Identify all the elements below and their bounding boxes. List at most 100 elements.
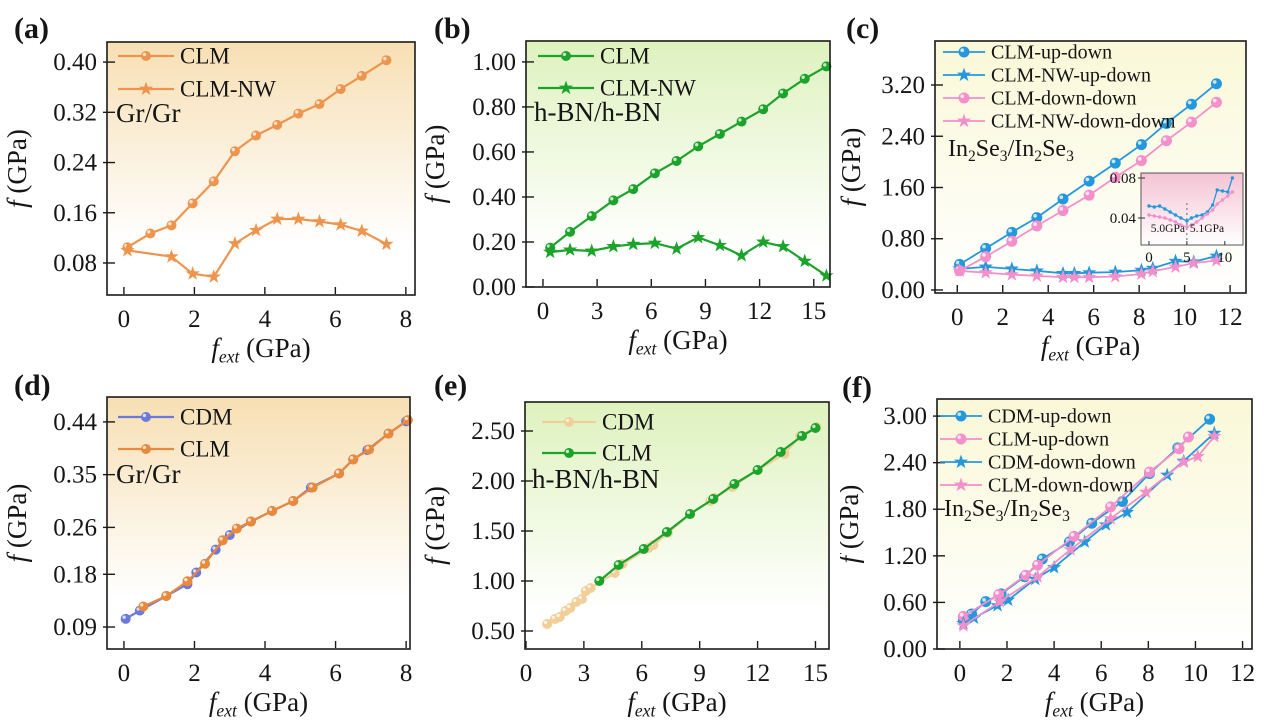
svg-text:9: 9 (699, 298, 712, 325)
x-axis-title: fext (GPa) (1041, 331, 1140, 364)
svg-text:0.80: 0.80 (472, 94, 516, 121)
svg-text:1.20: 1.20 (883, 543, 927, 570)
svg-text:0: 0 (537, 298, 550, 325)
legend-label: CLM-up-down (991, 42, 1112, 64)
svg-text:1.50: 1.50 (471, 518, 515, 545)
legend-label: CDM-down-down (988, 452, 1136, 474)
svg-text:0.24: 0.24 (53, 150, 97, 177)
svg-text:0.09: 0.09 (53, 614, 97, 641)
svg-text:6: 6 (329, 660, 342, 687)
svg-text:1.00: 1.00 (471, 568, 515, 595)
svg-text:6: 6 (1087, 304, 1100, 331)
y-axis-title: f (GPa) (420, 486, 450, 565)
legend-label: CLM-up-down (988, 429, 1109, 451)
svg-text:1.80: 1.80 (883, 496, 927, 523)
legend-label: CLM-NW (600, 76, 696, 101)
inset-annotation: 5.0GPa (1151, 223, 1185, 235)
svg-text:4: 4 (259, 660, 272, 687)
y-axis-title: f (GPa) (420, 125, 450, 204)
svg-text:0.08: 0.08 (53, 250, 97, 277)
material-label: Gr/Gr (116, 98, 180, 128)
x-axis-title: fext (GPa) (209, 687, 308, 720)
svg-text:5: 5 (1183, 250, 1191, 266)
legend-label: CLM-NW (180, 77, 276, 102)
svg-text:8: 8 (400, 306, 413, 333)
chart-panel-b: 0 3 6 9 12 15 0.00 0.20 0.40 0.60 0.80 1.00 fext (GP… (420, 12, 834, 358)
svg-text:2.40: 2.40 (883, 450, 927, 477)
svg-text:2: 2 (188, 306, 201, 333)
svg-text:0.44: 0.44 (53, 409, 97, 436)
x-axis-title: fext (GPa) (211, 333, 310, 364)
svg-text:12: 12 (745, 660, 770, 687)
svg-text:0: 0 (520, 660, 533, 687)
svg-text:0.00: 0.00 (883, 636, 927, 663)
svg-text:0.26: 0.26 (53, 514, 97, 541)
x-axis-title: fext (GPa) (1045, 687, 1144, 720)
material-label: h-BN/h-BN (532, 464, 660, 494)
legend-label: CLM-down-down (991, 88, 1137, 110)
svg-text:0.35: 0.35 (53, 462, 97, 489)
svg-text:3.20: 3.20 (881, 72, 925, 99)
legend-label: CLM-down-down (988, 475, 1134, 497)
panel-tag: (c) (846, 12, 879, 45)
svg-text:6: 6 (636, 660, 649, 687)
svg-text:0.40: 0.40 (53, 49, 97, 76)
legend-label: CLM (600, 44, 650, 69)
svg-text:4: 4 (1048, 660, 1061, 687)
svg-text:8: 8 (400, 660, 413, 687)
svg-text:0.20: 0.20 (472, 229, 516, 256)
svg-text:10: 10 (1172, 304, 1197, 331)
svg-text:12: 12 (747, 298, 772, 325)
chart-panel-f: 0 2 4 6 8 10 12 0.00 0.60 1.20 1.80 2.40 3.00 fext (G… (840, 371, 1255, 720)
svg-text:0: 0 (118, 660, 131, 687)
panel-tag: (e) (434, 369, 467, 402)
svg-text:0.00: 0.00 (881, 277, 925, 304)
panel-tag: (b) (434, 12, 471, 45)
svg-text:0.04: 0.04 (1110, 211, 1137, 227)
chart-panel-e: 0 3 6 9 12 15 0.50 1.00 1.50 2.00 2.50 fext (GPa) f … (420, 369, 830, 720)
chart-panel-a: 0 2 4 6 8 0.08 0.16 0.24 0.32 0.40 fext (GPa) f (GP… (2, 12, 416, 364)
material-label: In2Se3/In2Se3 (944, 496, 1070, 525)
svg-text:4: 4 (1042, 304, 1055, 331)
svg-text:0.60: 0.60 (883, 589, 927, 616)
svg-text:9: 9 (693, 660, 706, 687)
legend-label: CLM (602, 441, 652, 466)
svg-text:12: 12 (1218, 304, 1243, 331)
y-axis-title: f (GPa) (2, 129, 32, 208)
svg-text:10: 10 (1217, 250, 1232, 266)
y-axis-title: f (GPa) (840, 128, 866, 207)
svg-text:0.80: 0.80 (881, 226, 925, 253)
svg-text:0.40: 0.40 (472, 184, 516, 211)
legend-label: CLM-NW-down-down (991, 111, 1175, 133)
svg-text:0: 0 (1145, 250, 1153, 266)
svg-text:2: 2 (1001, 660, 1014, 687)
svg-text:12: 12 (1230, 660, 1255, 687)
svg-text:3.00: 3.00 (883, 403, 927, 430)
svg-text:2: 2 (188, 660, 201, 687)
svg-text:1.60: 1.60 (881, 174, 925, 201)
legend-label: CLM (180, 44, 230, 69)
svg-text:2: 2 (996, 304, 1009, 331)
svg-text:8: 8 (1133, 304, 1146, 331)
svg-text:0: 0 (951, 304, 964, 331)
legend-label: CLM-NW-up-down (991, 65, 1151, 87)
svg-text:0.08: 0.08 (1110, 171, 1136, 187)
panel-tag: (d) (14, 369, 51, 402)
legend-label: CDM (602, 410, 654, 435)
x-axis-title: fext (GPa) (627, 687, 726, 720)
svg-text:2.40: 2.40 (881, 123, 925, 150)
svg-text:6: 6 (1095, 660, 1108, 687)
svg-text:0.60: 0.60 (472, 139, 516, 166)
svg-text:0.32: 0.32 (53, 99, 97, 126)
svg-text:15: 15 (801, 298, 826, 325)
y-axis-title: f (GPa) (2, 484, 32, 563)
inset-annotation: 5.1GPa (1190, 223, 1224, 235)
legend-label: CLM (180, 437, 230, 462)
svg-text:0.00: 0.00 (472, 274, 516, 301)
chart-panel-c: 0 5 10 0.04 0.08 5.0GPa 5.1GPa 0 2 4 6 8 10 12 0.00 0.8… (840, 12, 1247, 364)
material-label: h-BN/h-BN (534, 97, 662, 127)
svg-text:0: 0 (118, 306, 131, 333)
svg-text:0.18: 0.18 (53, 561, 97, 588)
panel-tag: (f) (842, 371, 872, 404)
